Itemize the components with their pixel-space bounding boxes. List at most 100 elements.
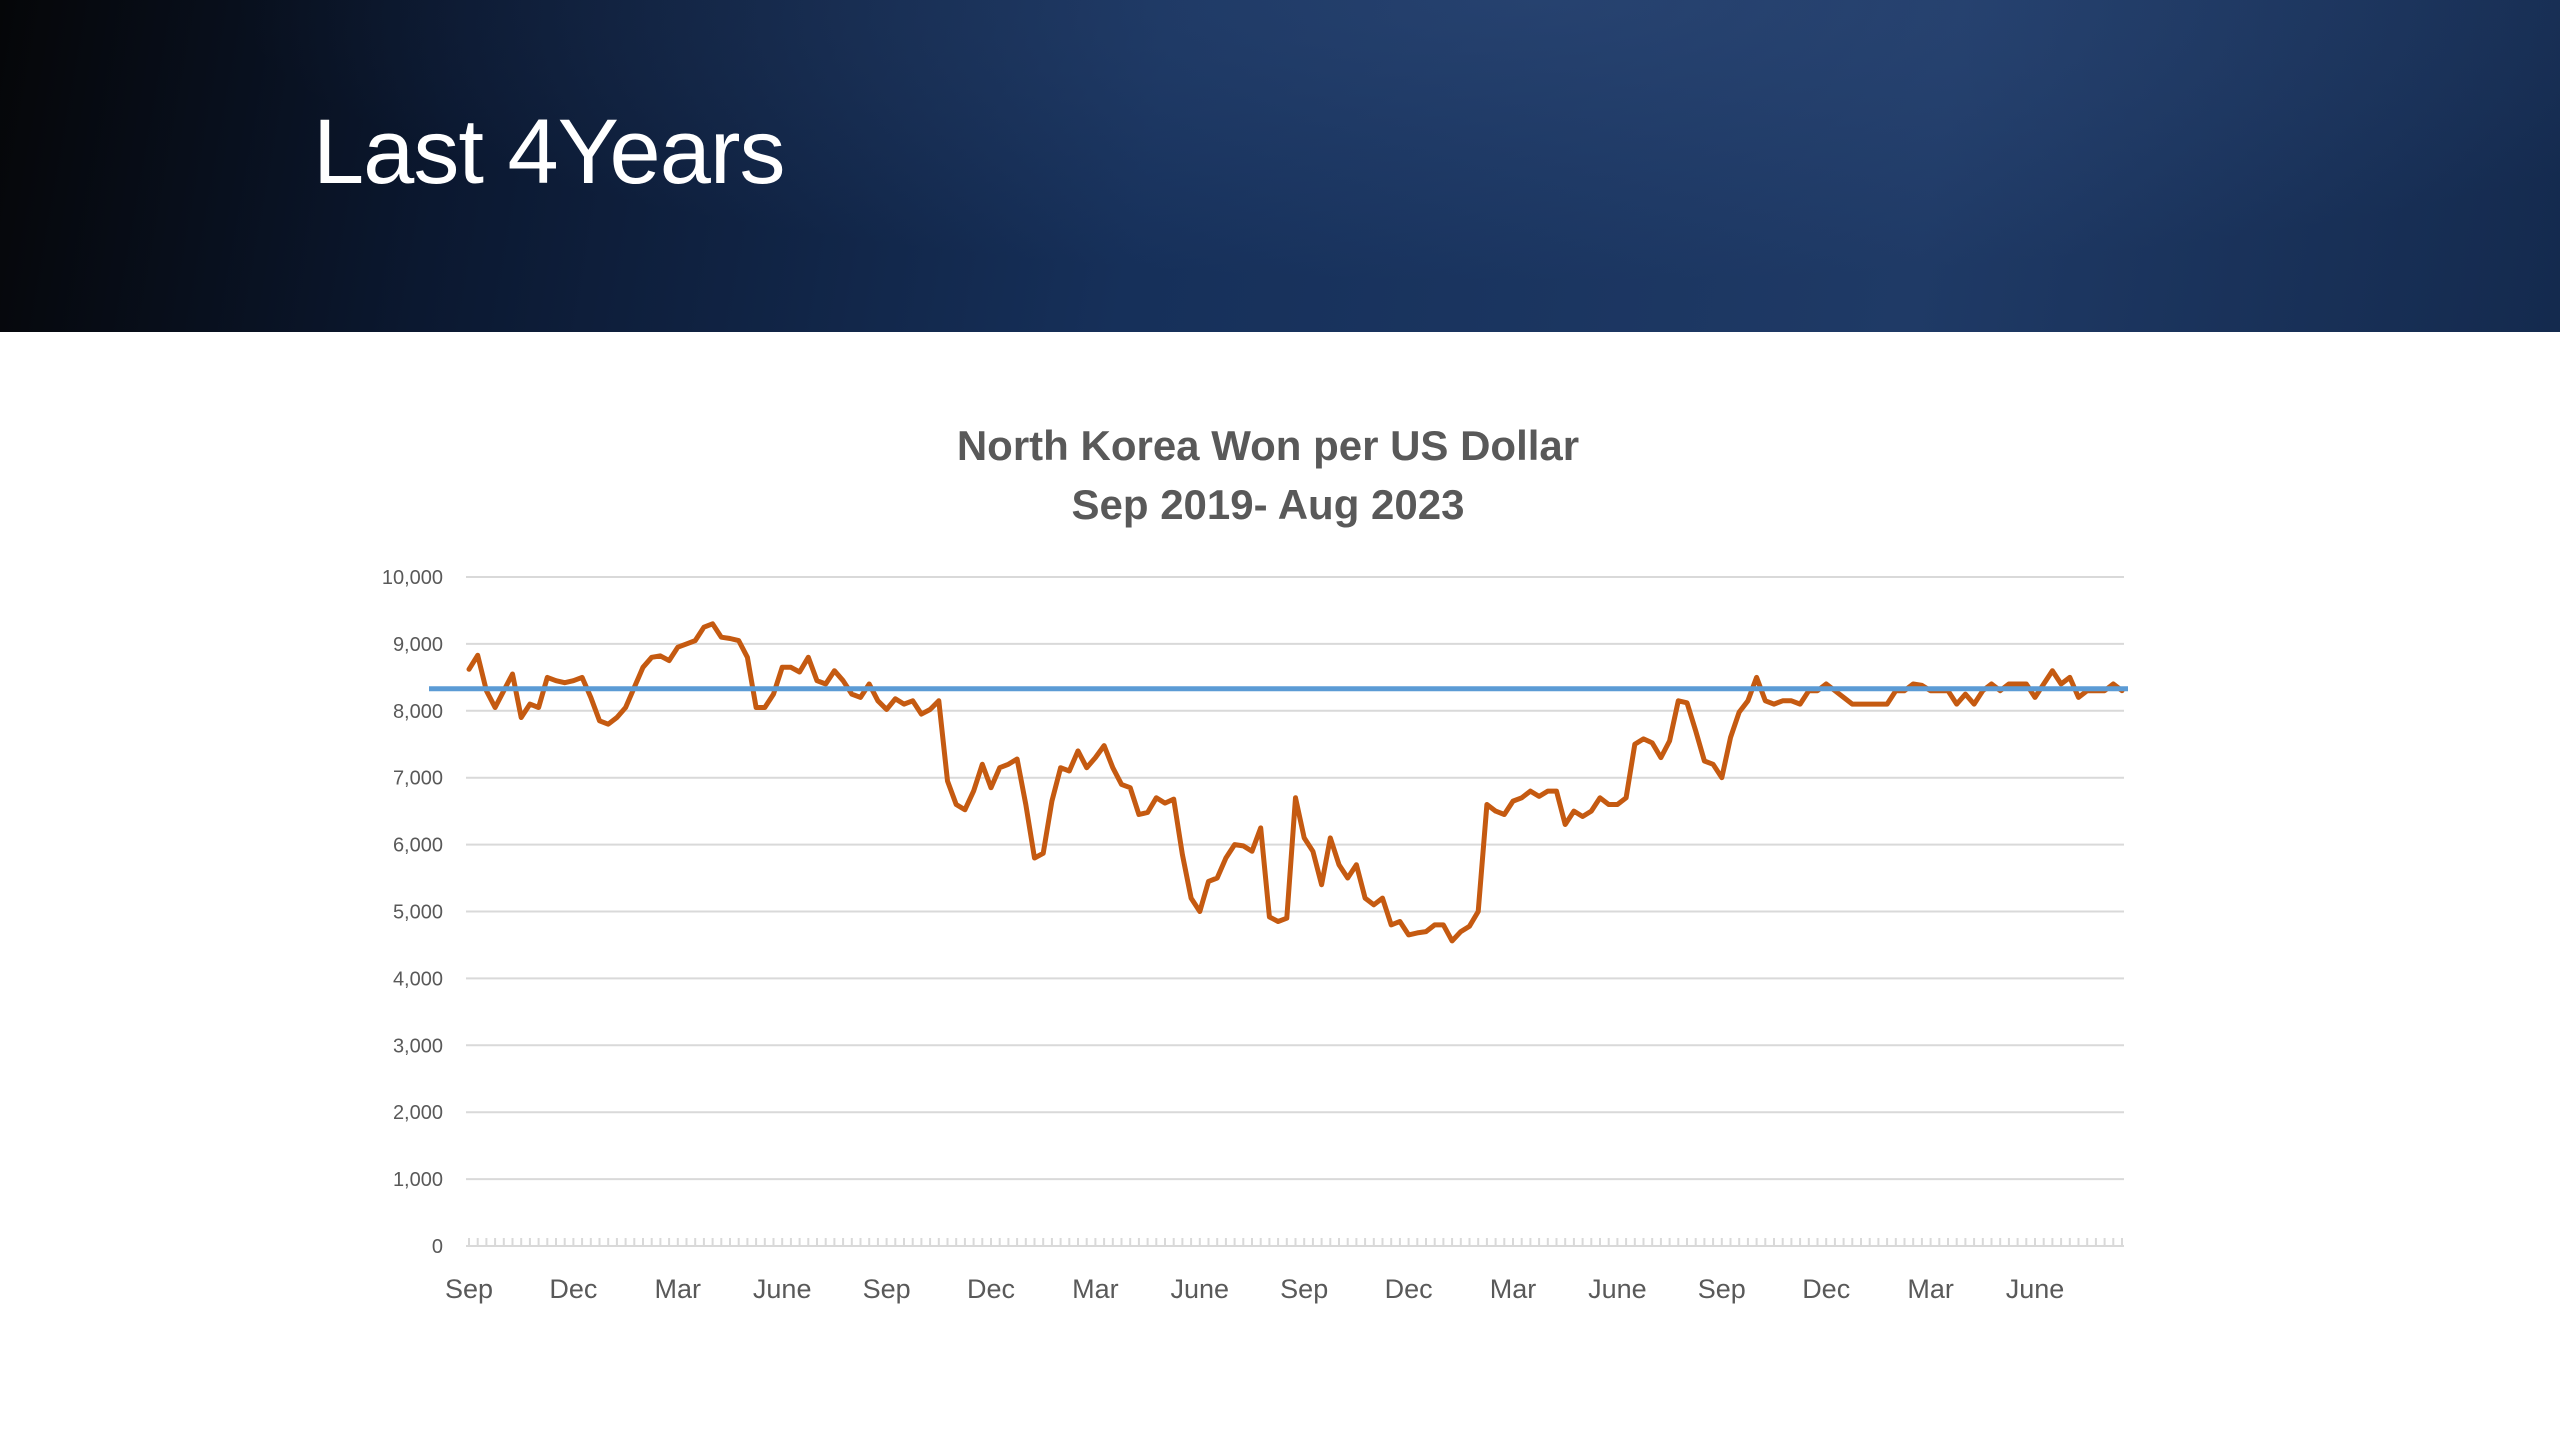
data-point bbox=[1129, 787, 1131, 789]
data-point bbox=[1390, 924, 1392, 926]
data-point bbox=[1616, 804, 1618, 805]
data-point bbox=[973, 790, 975, 792]
data-point bbox=[1799, 703, 1801, 705]
data-point bbox=[2034, 696, 2036, 698]
x-tick-label: Mar bbox=[1490, 1274, 1537, 1304]
data-point bbox=[2051, 670, 2053, 672]
x-tick-label: Sep bbox=[863, 1274, 911, 1304]
data-point bbox=[2008, 683, 2010, 685]
data-point bbox=[1242, 845, 1244, 847]
y-tick-label: 4,000 bbox=[393, 968, 443, 990]
data-point bbox=[1843, 696, 1845, 698]
data-point bbox=[712, 623, 714, 625]
y-tick-label: 0 bbox=[432, 1236, 443, 1258]
data-point bbox=[1025, 804, 1027, 805]
data-point bbox=[999, 767, 1001, 769]
data-point bbox=[851, 693, 853, 695]
data-point bbox=[886, 709, 888, 710]
x-tick-label: Sep bbox=[1280, 1274, 1328, 1304]
data-point bbox=[738, 640, 740, 642]
data-point bbox=[1373, 904, 1375, 906]
data-point bbox=[1712, 763, 1714, 765]
data-point bbox=[1686, 702, 1688, 704]
data-point bbox=[1225, 857, 1227, 859]
data-point bbox=[955, 804, 957, 805]
data-point bbox=[1964, 693, 1966, 695]
data-point bbox=[894, 698, 896, 700]
data-point bbox=[572, 680, 574, 682]
data-point bbox=[1512, 800, 1514, 802]
data-point bbox=[2069, 676, 2071, 678]
x-tick-label: June bbox=[753, 1274, 812, 1304]
x-tick-label: Sep bbox=[445, 1274, 493, 1304]
data-point bbox=[2060, 683, 2062, 685]
data-point bbox=[1573, 810, 1575, 812]
data-point bbox=[877, 700, 879, 702]
y-tick-label: 2,000 bbox=[393, 1102, 443, 1124]
data-point bbox=[1634, 743, 1636, 745]
data-point bbox=[1851, 703, 1853, 705]
data-point bbox=[920, 713, 922, 715]
data-point bbox=[520, 717, 522, 718]
data-point bbox=[1782, 700, 1784, 702]
data-point bbox=[1756, 676, 1758, 678]
chart-title-line-2: Sep 2019- Aug 2023 bbox=[1072, 481, 1465, 528]
x-axis-minor-ticks bbox=[468, 1238, 2123, 1246]
data-point bbox=[1251, 850, 1253, 852]
data-point bbox=[755, 707, 757, 708]
x-tick-label: Dec bbox=[1385, 1274, 1433, 1304]
data-point bbox=[816, 680, 818, 682]
data-point bbox=[2017, 683, 2019, 685]
data-point bbox=[2112, 683, 2114, 685]
data-point bbox=[1582, 816, 1584, 817]
data-point bbox=[703, 626, 705, 628]
data-point bbox=[1216, 877, 1218, 879]
data-point bbox=[1590, 810, 1592, 812]
x-axis-tick-labels: Sep Dec Mar June Sep Dec Mar June Sep Dec Mar June S… bbox=[445, 1274, 2064, 1304]
data-point bbox=[1477, 911, 1479, 912]
data-point bbox=[868, 683, 870, 685]
data-point bbox=[1338, 864, 1340, 866]
data-point bbox=[833, 670, 835, 672]
data-point bbox=[1773, 703, 1775, 705]
data-point bbox=[1295, 797, 1296, 799]
data-point bbox=[1303, 837, 1305, 839]
data-point bbox=[512, 673, 513, 675]
data-point bbox=[1660, 757, 1662, 759]
data-point bbox=[2078, 696, 2079, 698]
data-point bbox=[1669, 740, 1671, 742]
data-point bbox=[677, 646, 679, 648]
data-point bbox=[1991, 683, 1992, 685]
data-point bbox=[1790, 700, 1792, 702]
data-point bbox=[1730, 737, 1731, 739]
data-point bbox=[1608, 804, 1610, 805]
data-point bbox=[1434, 924, 1436, 926]
y-tick-label: 8,000 bbox=[393, 701, 443, 723]
x-tick-label: Dec bbox=[1802, 1274, 1850, 1304]
data-point bbox=[1425, 931, 1427, 933]
data-point bbox=[1538, 795, 1540, 797]
x-tick-label: Dec bbox=[549, 1274, 597, 1304]
data-point bbox=[825, 683, 827, 685]
data-point bbox=[642, 666, 644, 668]
data-point bbox=[1921, 684, 1923, 686]
data-point bbox=[1034, 857, 1035, 859]
data-point bbox=[1503, 814, 1505, 815]
slide-title: Last 4Years bbox=[313, 101, 786, 203]
data-point bbox=[1364, 897, 1366, 899]
data-point bbox=[746, 656, 748, 658]
data-point bbox=[1564, 824, 1566, 825]
data-point bbox=[1007, 763, 1009, 765]
data-point bbox=[807, 656, 809, 658]
data-point bbox=[799, 671, 801, 673]
data-point bbox=[1042, 852, 1044, 854]
data-point bbox=[1643, 738, 1644, 740]
data-point bbox=[1495, 810, 1497, 812]
data-point bbox=[1103, 745, 1105, 747]
data-point bbox=[1086, 767, 1088, 769]
data-point bbox=[1181, 854, 1183, 856]
data-point bbox=[1651, 742, 1653, 744]
data-point bbox=[790, 666, 792, 668]
data-point bbox=[1060, 767, 1062, 769]
